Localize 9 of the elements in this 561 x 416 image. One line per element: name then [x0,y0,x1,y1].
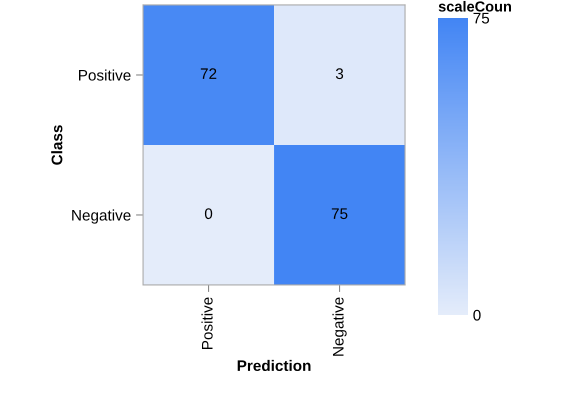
color-bar-label: 0 [473,310,481,321]
data-label: 3 [336,68,344,80]
y-axis-title: Class [51,125,62,165]
color-bar-title: scaleCoun [438,0,511,12]
data-label: 72 [200,68,216,79]
color-bar-label: 75 [474,12,490,24]
x-axis-title: Prediction [238,360,310,372]
data-label: 0 [204,208,212,220]
data-label: 75 [332,208,348,220]
